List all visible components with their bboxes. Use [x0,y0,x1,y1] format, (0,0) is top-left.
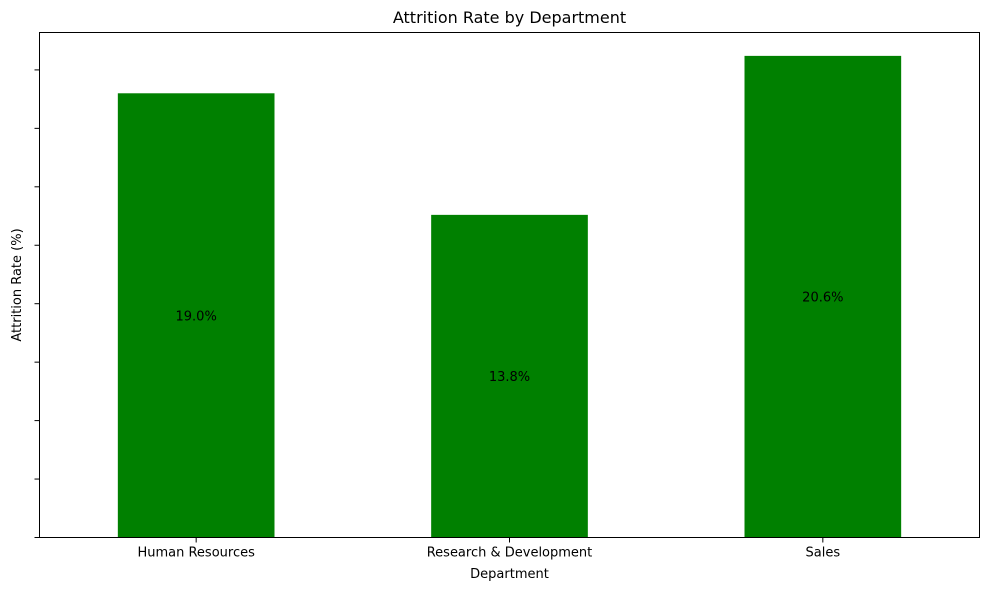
chart-title: Attrition Rate by Department [393,8,626,27]
bar-1 [431,214,588,538]
x-tick-label-2: Sales [806,546,841,561]
bar-2 [744,55,902,538]
x-tick-label-0: Human Resources [137,546,255,561]
y-axis-label: Attrition Rate (%) [10,228,25,341]
x-tick-label-1: Research & Development [427,546,593,561]
x-axis-label: Department [470,567,549,582]
y-axis [34,69,40,538]
bar-0 [117,93,275,538]
data-label-2: 20.6% [802,291,843,306]
bars-group [117,55,902,538]
data-label-1: 13.8% [489,370,530,385]
data-labels-group: 19.0% 13.8% 20.6% [176,291,844,385]
x-axis: Human Resources Research & Development Sal… [137,537,841,561]
plot-frame [39,32,980,538]
data-label-0: 19.0% [176,309,217,324]
